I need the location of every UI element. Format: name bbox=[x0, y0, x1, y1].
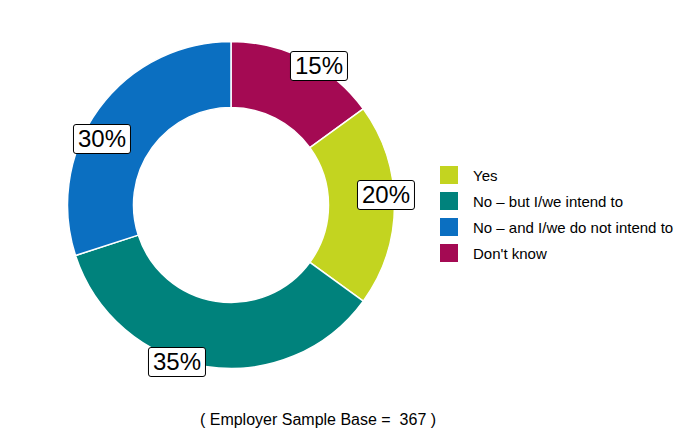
legend-label: No – but I/we intend to bbox=[473, 193, 623, 210]
legend-swatch bbox=[440, 192, 458, 210]
legend-item: Don't know bbox=[440, 244, 673, 262]
legend-item: No – but I/we intend to bbox=[440, 192, 673, 210]
legend-label: Don't know bbox=[473, 245, 547, 262]
caption: ( Employer Sample Base = 367 ) bbox=[200, 411, 436, 429]
pct-label: 20% bbox=[357, 180, 415, 210]
legend-swatch bbox=[440, 166, 458, 184]
legend-item: No – and I/we do not intend to bbox=[440, 218, 673, 236]
pct-label: 30% bbox=[73, 124, 131, 154]
legend-swatch bbox=[440, 244, 458, 262]
legend-label: No – and I/we do not intend to bbox=[473, 219, 673, 236]
legend-item: Yes bbox=[440, 166, 673, 184]
legend-label: Yes bbox=[473, 167, 497, 184]
pct-label: 35% bbox=[148, 347, 206, 377]
pct-label: 15% bbox=[290, 51, 348, 81]
legend-swatch bbox=[440, 218, 458, 236]
legend: Yes No – but I/we intend to No – and I/we … bbox=[440, 166, 673, 270]
